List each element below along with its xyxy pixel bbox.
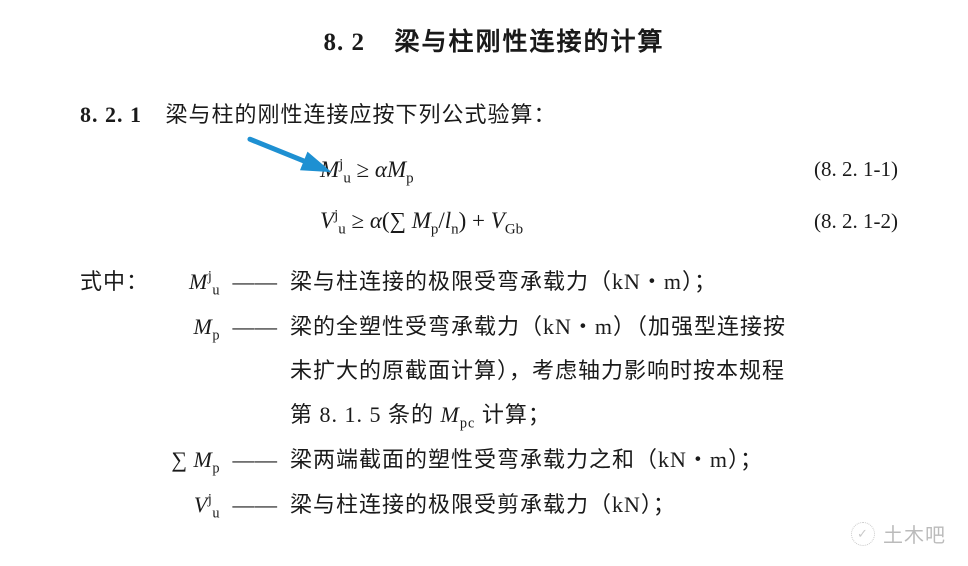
where-desc: 梁的全塑性受弯承载力（kN・m）（加强型连接按 未扩大的原截面计算），考虑轴力影… [290, 305, 908, 438]
where-desc: 梁与柱连接的极限受剪承载力（kN）； [290, 483, 908, 527]
where-desc-line: 梁的全塑性受弯承载力（kN・m）（加强型连接按 [290, 314, 786, 339]
watermark-text: 土木吧 [883, 519, 946, 548]
where-dash: —— [220, 483, 290, 527]
where-item-1: 式中： Mju —— 梁与柱连接的极限受弯承载力（kN・m）； [80, 260, 908, 305]
where-item-2: Mp —— 梁的全塑性受弯承载力（kN・m）（加强型连接按 未扩大的原截面计算）… [80, 305, 908, 438]
where-item-3: ∑ Mp —— 梁两端截面的塑性受弯承载力之和（kN・m）； [80, 438, 908, 483]
where-desc-line: 第 8. 1. 5 条的 Mpc 计算； [290, 402, 551, 427]
equation-2-body: Vju ≥ α(∑ Mp/ln) + VGb [80, 200, 814, 244]
where-symbol: Mp [150, 305, 220, 350]
where-lead-label: 式中： [80, 260, 150, 304]
section-heading: 8. 2 梁与柱刚性连接的计算 [80, 20, 908, 65]
where-item-4: Vju —— 梁与柱连接的极限受剪承载力（kN）； [80, 483, 908, 528]
where-symbol: Mju [150, 260, 220, 305]
clause-text: 梁与柱的刚性连接应按下列公式验算： [166, 102, 557, 127]
where-dash: —— [220, 260, 290, 304]
watermark-icon: ✓ [851, 522, 875, 546]
section-number: 8. 2 [323, 29, 365, 56]
where-symbol: Vju [150, 483, 220, 528]
where-desc: 梁两端截面的塑性受弯承载力之和（kN・m）； [290, 438, 908, 482]
section-title: 梁与柱刚性连接的计算 [394, 29, 664, 56]
clause-number: 8. 2. 1 [80, 102, 142, 127]
equation-1: Mju ≥ αMp (8. 2. 1-1) [80, 145, 908, 197]
where-dash: —— [220, 438, 290, 482]
where-dash: —— [220, 305, 290, 349]
clause-intro: 8. 2. 1 梁与柱的刚性连接应按下列公式验算： [80, 95, 908, 135]
equation-1-number: (8. 2. 1-1) [814, 151, 898, 189]
equation-2-number: (8. 2. 1-2) [814, 203, 898, 241]
document-page: 8. 2 梁与柱刚性连接的计算 8. 2. 1 梁与柱的刚性连接应按下列公式验算… [0, 0, 968, 548]
equation-1-body: Mju ≥ αMp [80, 149, 814, 193]
equation-block: Mju ≥ αMp (8. 2. 1-1) Vju ≥ α(∑ Mp/ln) +… [80, 145, 908, 248]
equation-2: Vju ≥ α(∑ Mp/ln) + VGb (8. 2. 1-2) [80, 196, 908, 248]
where-desc-line: 未扩大的原截面计算），考虑轴力影响时按本规程 [290, 358, 785, 383]
where-symbol: ∑ Mp [150, 438, 220, 483]
watermark: ✓ 土木吧 [851, 519, 946, 548]
where-desc: 梁与柱连接的极限受弯承载力（kN・m）； [290, 260, 908, 304]
where-block: 式中： Mju —— 梁与柱连接的极限受弯承载力（kN・m）； Mp —— 梁的… [80, 260, 908, 528]
